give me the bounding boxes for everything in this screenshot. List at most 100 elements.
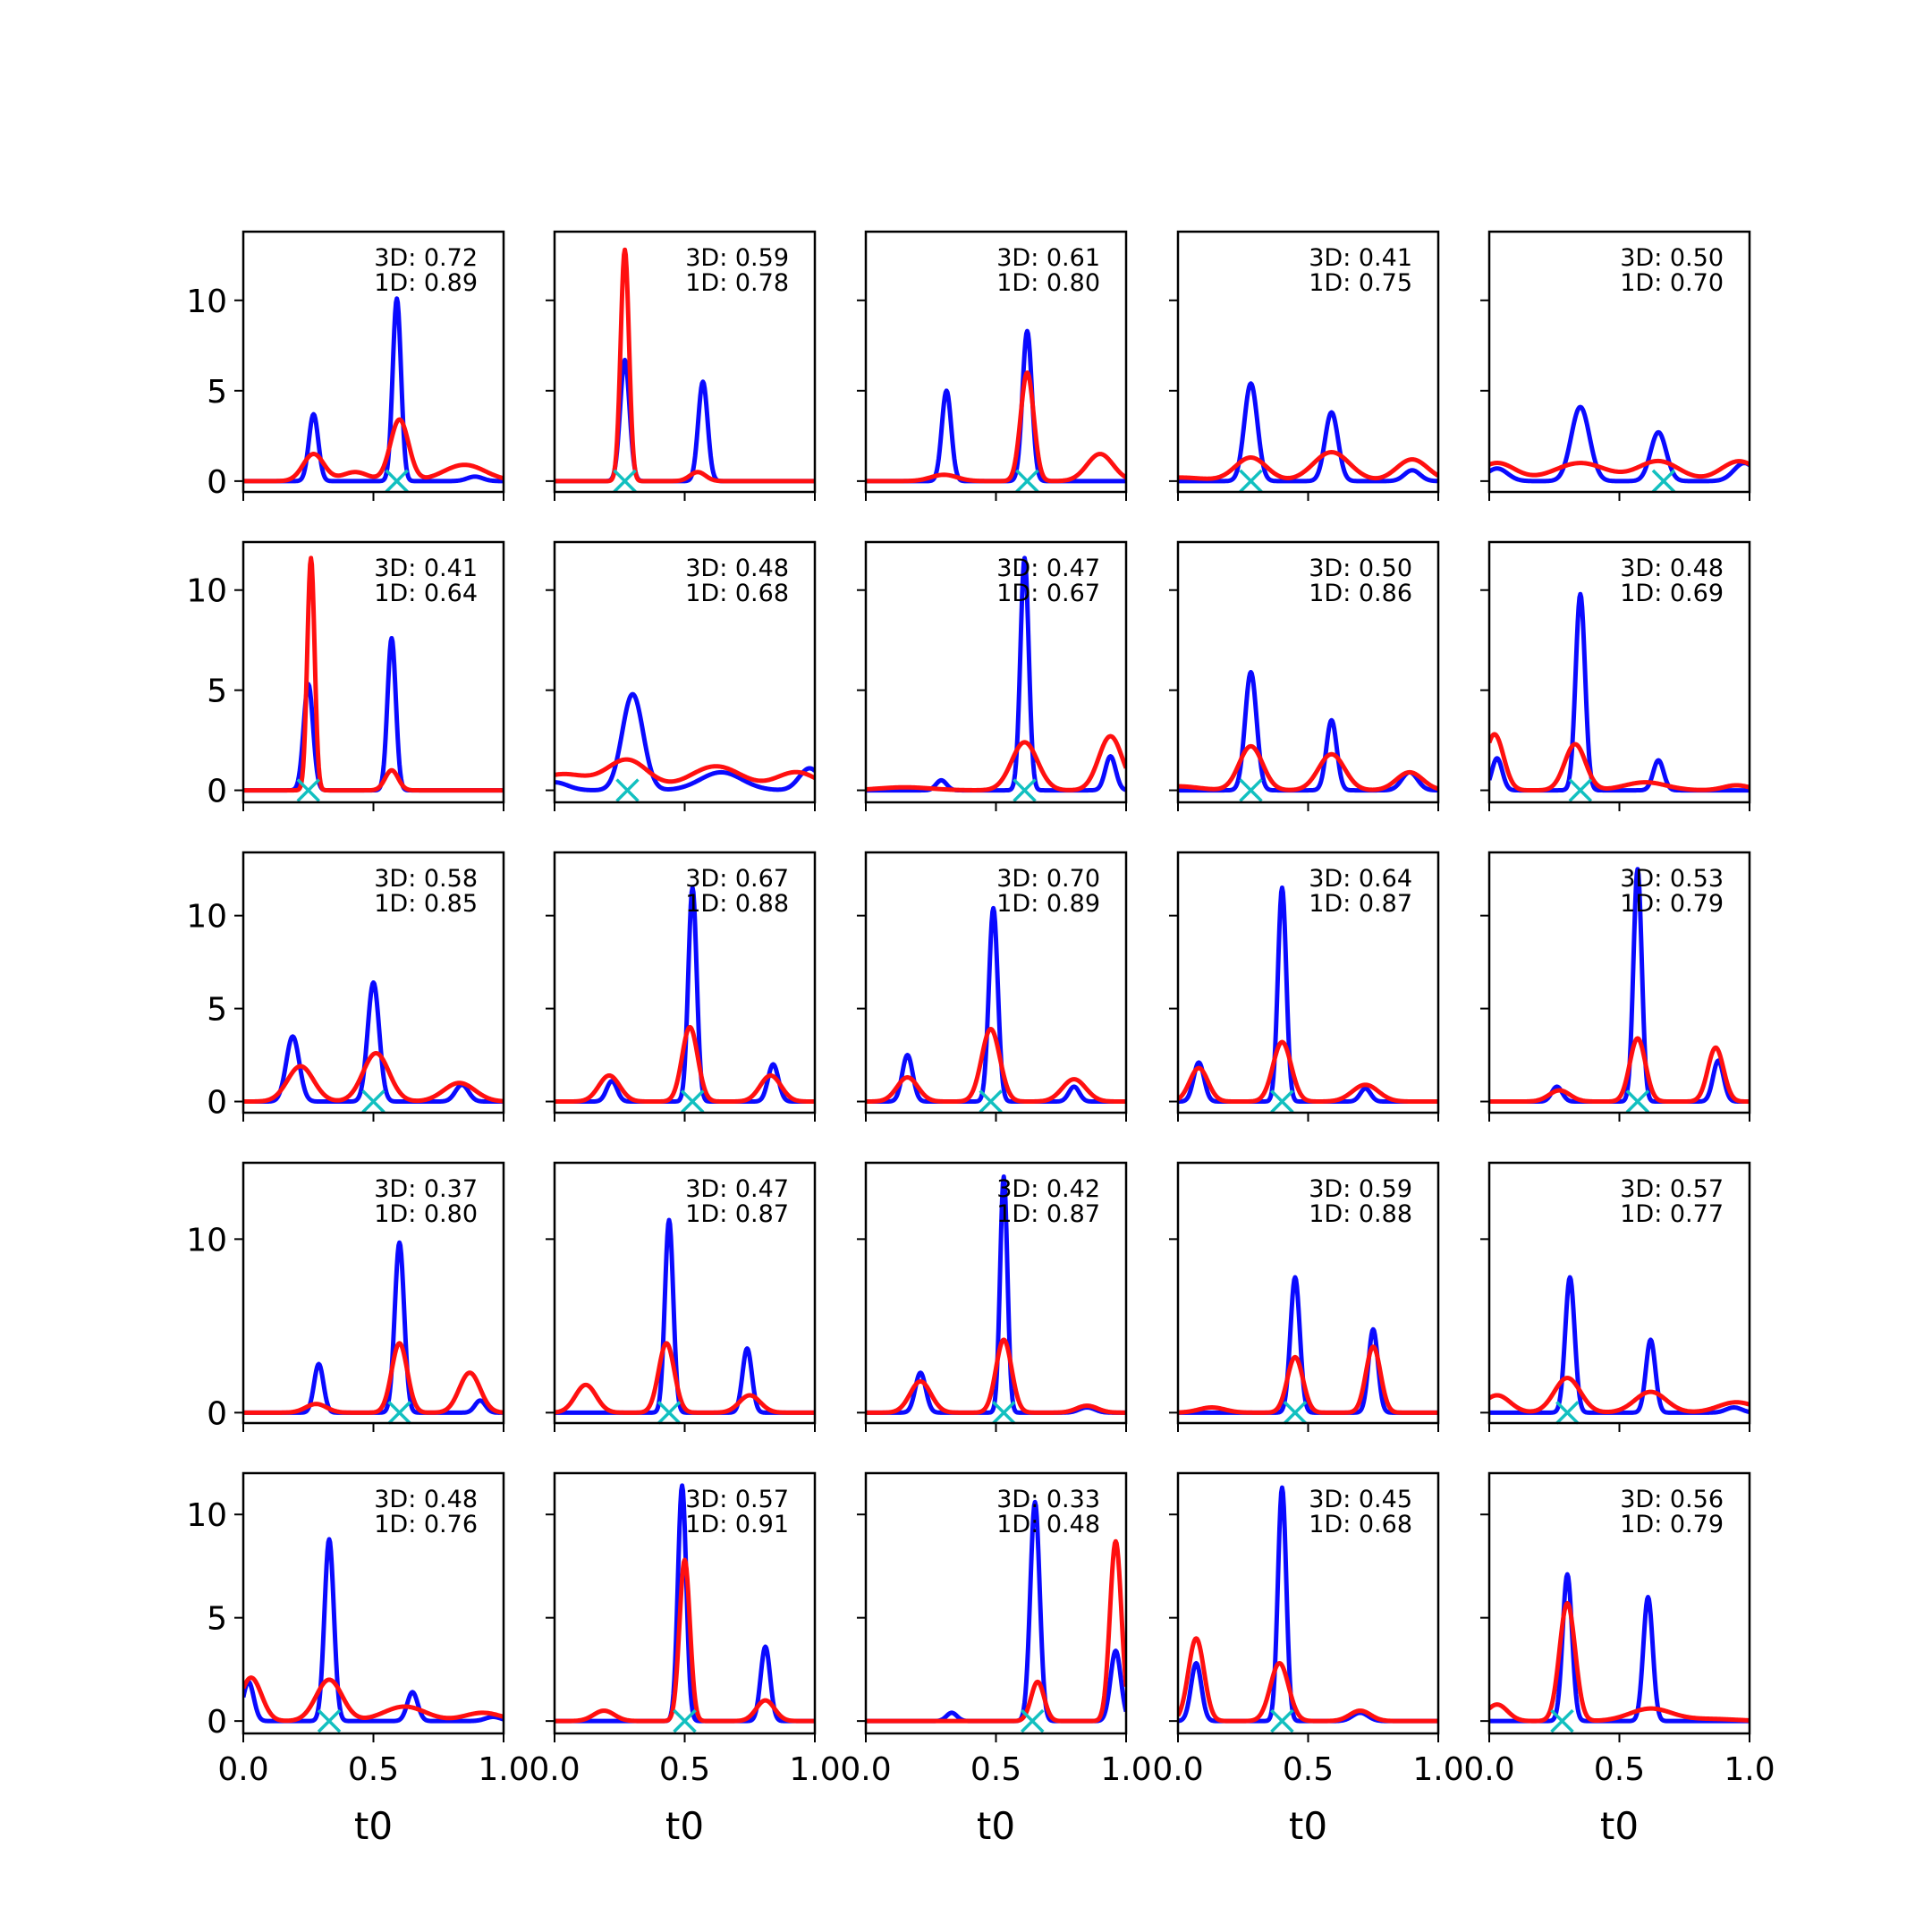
x-tick-label: 0.5 [1594,1751,1645,1788]
score-annotation: 1D: 0.68 [685,580,789,607]
red-curve [555,757,815,784]
score-annotation: 3D: 0.58 [374,865,478,893]
score-annotation: 3D: 0.47 [685,1175,789,1203]
score-annotation: 3D: 0.57 [685,1486,789,1513]
y-tick-label: 10 [186,573,227,610]
x-marker [1239,469,1263,494]
red-curve [866,1337,1126,1415]
x-marker [1239,778,1263,802]
red-curve [243,1050,504,1105]
score-annotation: 1D: 0.68 [1309,1511,1412,1538]
score-annotation: 3D: 0.59 [1309,1175,1412,1203]
y-tick-label: 0 [207,774,227,810]
red-curve [555,247,815,484]
x-tick-label: 0.0 [1152,1751,1203,1788]
y-tick-label: 0 [207,1395,227,1432]
y-tick-label: 0 [207,1085,227,1122]
score-annotation: 1D: 0.91 [685,1511,789,1538]
x-marker [1270,1708,1294,1733]
score-annotation: 1D: 0.79 [1620,890,1724,918]
red-curve [1489,732,1750,793]
red-curve [243,417,504,484]
x-marker [385,469,409,494]
y-tick-label: 10 [186,1222,227,1258]
score-annotation: 3D: 0.53 [1620,865,1724,893]
x-marker [1555,1401,1580,1425]
score-annotation: 3D: 0.41 [1309,244,1412,272]
score-annotation: 1D: 0.89 [996,890,1100,918]
score-annotation: 3D: 0.64 [1309,865,1412,893]
score-annotation: 3D: 0.47 [996,555,1100,582]
score-annotation: 3D: 0.67 [685,865,789,893]
score-annotation: 3D: 0.59 [685,244,789,272]
blue-curve [866,905,1126,1105]
score-annotation: 1D: 0.78 [685,269,789,297]
x-marker [657,1401,682,1425]
score-annotation: 3D: 0.33 [996,1486,1100,1513]
red-curve [1178,743,1438,792]
score-annotation: 1D: 0.88 [1309,1200,1412,1228]
red-curve [1178,1636,1438,1724]
blue-curve [555,885,815,1105]
x-tick-label: 0.0 [840,1751,891,1788]
x-axis-label: t0 [665,1804,704,1848]
score-annotation: 1D: 0.67 [996,580,1100,607]
score-annotation: 3D: 0.50 [1309,555,1412,582]
x-marker [1651,469,1676,494]
x-tick-label: 1.0 [1412,1751,1463,1788]
score-annotation: 3D: 0.48 [1620,555,1724,582]
x-marker [1270,1089,1294,1114]
x-marker [1568,778,1593,802]
score-annotation: 1D: 0.80 [374,1200,478,1228]
score-annotation: 1D: 0.89 [374,269,478,297]
red-curve [1489,1601,1750,1724]
score-annotation: 3D: 0.61 [996,244,1100,272]
x-marker [1625,1089,1650,1114]
x-axis-label: t0 [354,1804,393,1848]
score-annotation: 1D: 0.87 [685,1200,789,1228]
y-tick-label: 10 [186,899,227,936]
red-curve [243,555,504,793]
score-annotation: 1D: 0.80 [996,269,1100,297]
x-marker [1013,778,1037,802]
x-marker [317,1708,342,1733]
x-tick-label: 0.5 [348,1751,399,1788]
x-marker [361,1089,386,1114]
x-marker [673,1708,697,1733]
red-curve [1489,1376,1750,1415]
blue-curve [555,691,815,792]
x-axis-label: t0 [1289,1804,1327,1848]
score-annotation: 3D: 0.57 [1620,1175,1724,1203]
blue-curve [1178,381,1438,484]
x-tick-label: 0.0 [217,1751,268,1788]
score-annotation: 3D: 0.37 [374,1175,478,1203]
x-marker [1021,1708,1045,1733]
x-tick-label: 0.0 [529,1751,580,1788]
score-annotation: 3D: 0.56 [1620,1486,1724,1513]
y-tick-label: 0 [207,464,227,501]
score-annotation: 3D: 0.70 [996,865,1100,893]
x-axis-label: t0 [977,1804,1015,1848]
x-marker [991,1401,1016,1425]
red-curve [243,1341,504,1415]
blue-curve [866,555,1126,793]
x-tick-label: 1.0 [789,1751,840,1788]
blue-curve [243,980,504,1105]
